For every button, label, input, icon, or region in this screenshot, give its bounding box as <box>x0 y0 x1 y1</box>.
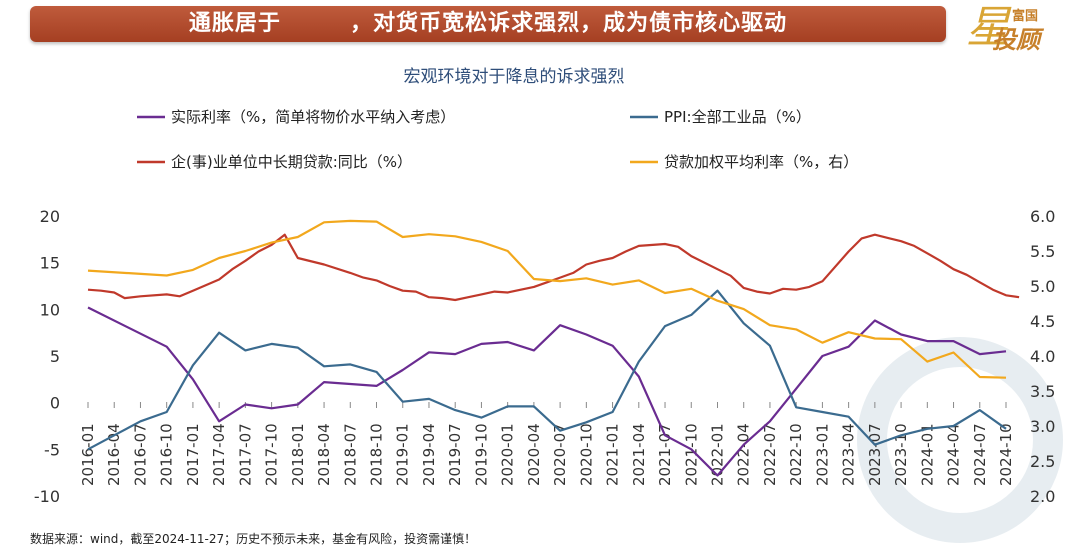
x-axis-tick-label: 2019-07 <box>446 423 464 486</box>
x-axis-tick-label: 2021-04 <box>630 423 648 486</box>
right-axis-tick-label: 5.5 <box>1030 242 1055 261</box>
x-axis-tick-label: 2020-10 <box>577 423 595 486</box>
x-axis-tick-label: 2021-10 <box>682 423 700 486</box>
x-axis-tick-label: 2017-10 <box>263 423 281 486</box>
series-line <box>87 306 1007 477</box>
x-axis-tick-label: 2023-04 <box>840 423 858 486</box>
left-axis-tick-label: 20 <box>40 207 60 226</box>
x-axis-tick-label: 2021-01 <box>604 423 622 486</box>
right-axis-tick-label: 3.0 <box>1030 417 1055 436</box>
right-axis-tick-label: 4.0 <box>1030 347 1055 366</box>
x-axis-tick-label: 2020-07 <box>551 423 569 486</box>
chart-title: 宏观环境对于降息的诉求强烈 <box>404 67 625 87</box>
right-axis-tick-label: 4.5 <box>1030 312 1055 331</box>
x-axis-tick-label: 2021-07 <box>656 423 674 486</box>
logo-star-icon: 星 <box>966 2 1010 53</box>
right-axis-tick-label: 5.0 <box>1030 277 1055 296</box>
x-axis-tick-label: 2022-10 <box>787 423 805 486</box>
left-axis-tick-label: 15 <box>40 254 60 273</box>
x-axis-tick-label: 2018-10 <box>368 423 386 486</box>
title-banner: 通胀居于 ，对货币宽松诉求强烈，成为债市核心驱动 <box>30 6 946 42</box>
x-axis-tick-label: 2016-10 <box>158 423 176 486</box>
banner-title: 通胀居于 ，对货币宽松诉求强烈，成为债市核心驱动 <box>188 11 788 36</box>
x-axis-tick-label: 2016-04 <box>105 423 123 486</box>
legend: 实际利率（%，简单将物价水平纳入考虑） PPI:全部工业品（%） 企(事)业单位中长… <box>137 108 858 171</box>
left-axis-tick-label: -5 <box>44 440 60 459</box>
left-axis-tick-label: 0 <box>50 394 60 413</box>
x-axis-tick-label: 2023-07 <box>866 423 884 486</box>
x-axis-tick-label: 2016-01 <box>79 423 97 486</box>
series-line <box>87 219 1007 379</box>
x-axis-tick-label: 2024-07 <box>971 423 989 486</box>
x-axis-tick-label: 2024-10 <box>997 423 1015 486</box>
x-axis-tick-label: 2024-04 <box>945 423 963 486</box>
x-axis-tick-label: 2020-01 <box>499 423 517 486</box>
watermark-ring <box>857 337 1063 543</box>
legend-label: 贷款加权平均利率（%，右） <box>664 153 858 171</box>
legend-label: PPI:全部工业品（%） <box>664 108 811 126</box>
brand-logo: 星 富国 投顾 <box>966 2 1076 55</box>
left-axis-tick-label: 10 <box>40 300 60 319</box>
x-axis-tick-label: 2017-01 <box>184 423 202 486</box>
logo-text-top: 富国 <box>1012 9 1039 24</box>
x-axis-tick-label: 2024-01 <box>918 423 936 486</box>
left-axis-tick-label: -10 <box>34 487 60 506</box>
series-line <box>87 289 1007 451</box>
x-axis-tick-label: 2020-04 <box>525 423 543 486</box>
x-axis-tick-label: 2017-07 <box>236 423 254 486</box>
left-axis-tick-label: 5 <box>50 347 60 366</box>
right-axis-tick-label: 6.0 <box>1030 207 1055 226</box>
logo-text-bottom: 投顾 <box>992 26 1040 54</box>
x-axis-tick-label: 2016-07 <box>131 423 149 486</box>
x-axis-tick-label: 2018-04 <box>315 423 333 486</box>
x-axis-tick-label: 2022-04 <box>735 423 753 486</box>
x-axis-tick-label: 2023-10 <box>892 423 910 486</box>
right-axis-tick-label: 2.0 <box>1030 487 1055 506</box>
x-axis-tick-label: 2019-01 <box>394 423 412 486</box>
source-note: 数据来源：wind，截至2024-11-27；历史不预示未来，基金有风险，投资需… <box>30 532 477 546</box>
watermark-logo <box>857 337 1063 543</box>
x-axis-tick-label: 2019-04 <box>420 423 438 486</box>
axes: -10 -5 0 5 10 15 20 2.0 2.5 3.0 3.5 4.0 4.5 5.0 5.5 6.0… <box>34 207 1056 506</box>
legend-label: 实际利率（%，简单将物价水平纳入考虑） <box>171 108 455 126</box>
x-axis-tick-label: 2018-07 <box>341 423 359 486</box>
x-axis-tick-label: 2017-04 <box>210 423 228 486</box>
series-line <box>87 233 1020 302</box>
x-axis-tick-label: 2019-10 <box>472 423 490 486</box>
right-axis-tick-label: 3.5 <box>1030 382 1055 401</box>
x-axis-tick-label: 2022-07 <box>761 423 779 486</box>
plot-area <box>87 219 1020 477</box>
legend-label: 企(事)业单位中长期贷款:同比（%） <box>171 153 412 171</box>
right-axis-tick-label: 2.5 <box>1030 452 1055 471</box>
x-axis-tick-label: 2023-01 <box>813 423 831 486</box>
x-axis-tick-label: 2018-01 <box>289 423 307 486</box>
